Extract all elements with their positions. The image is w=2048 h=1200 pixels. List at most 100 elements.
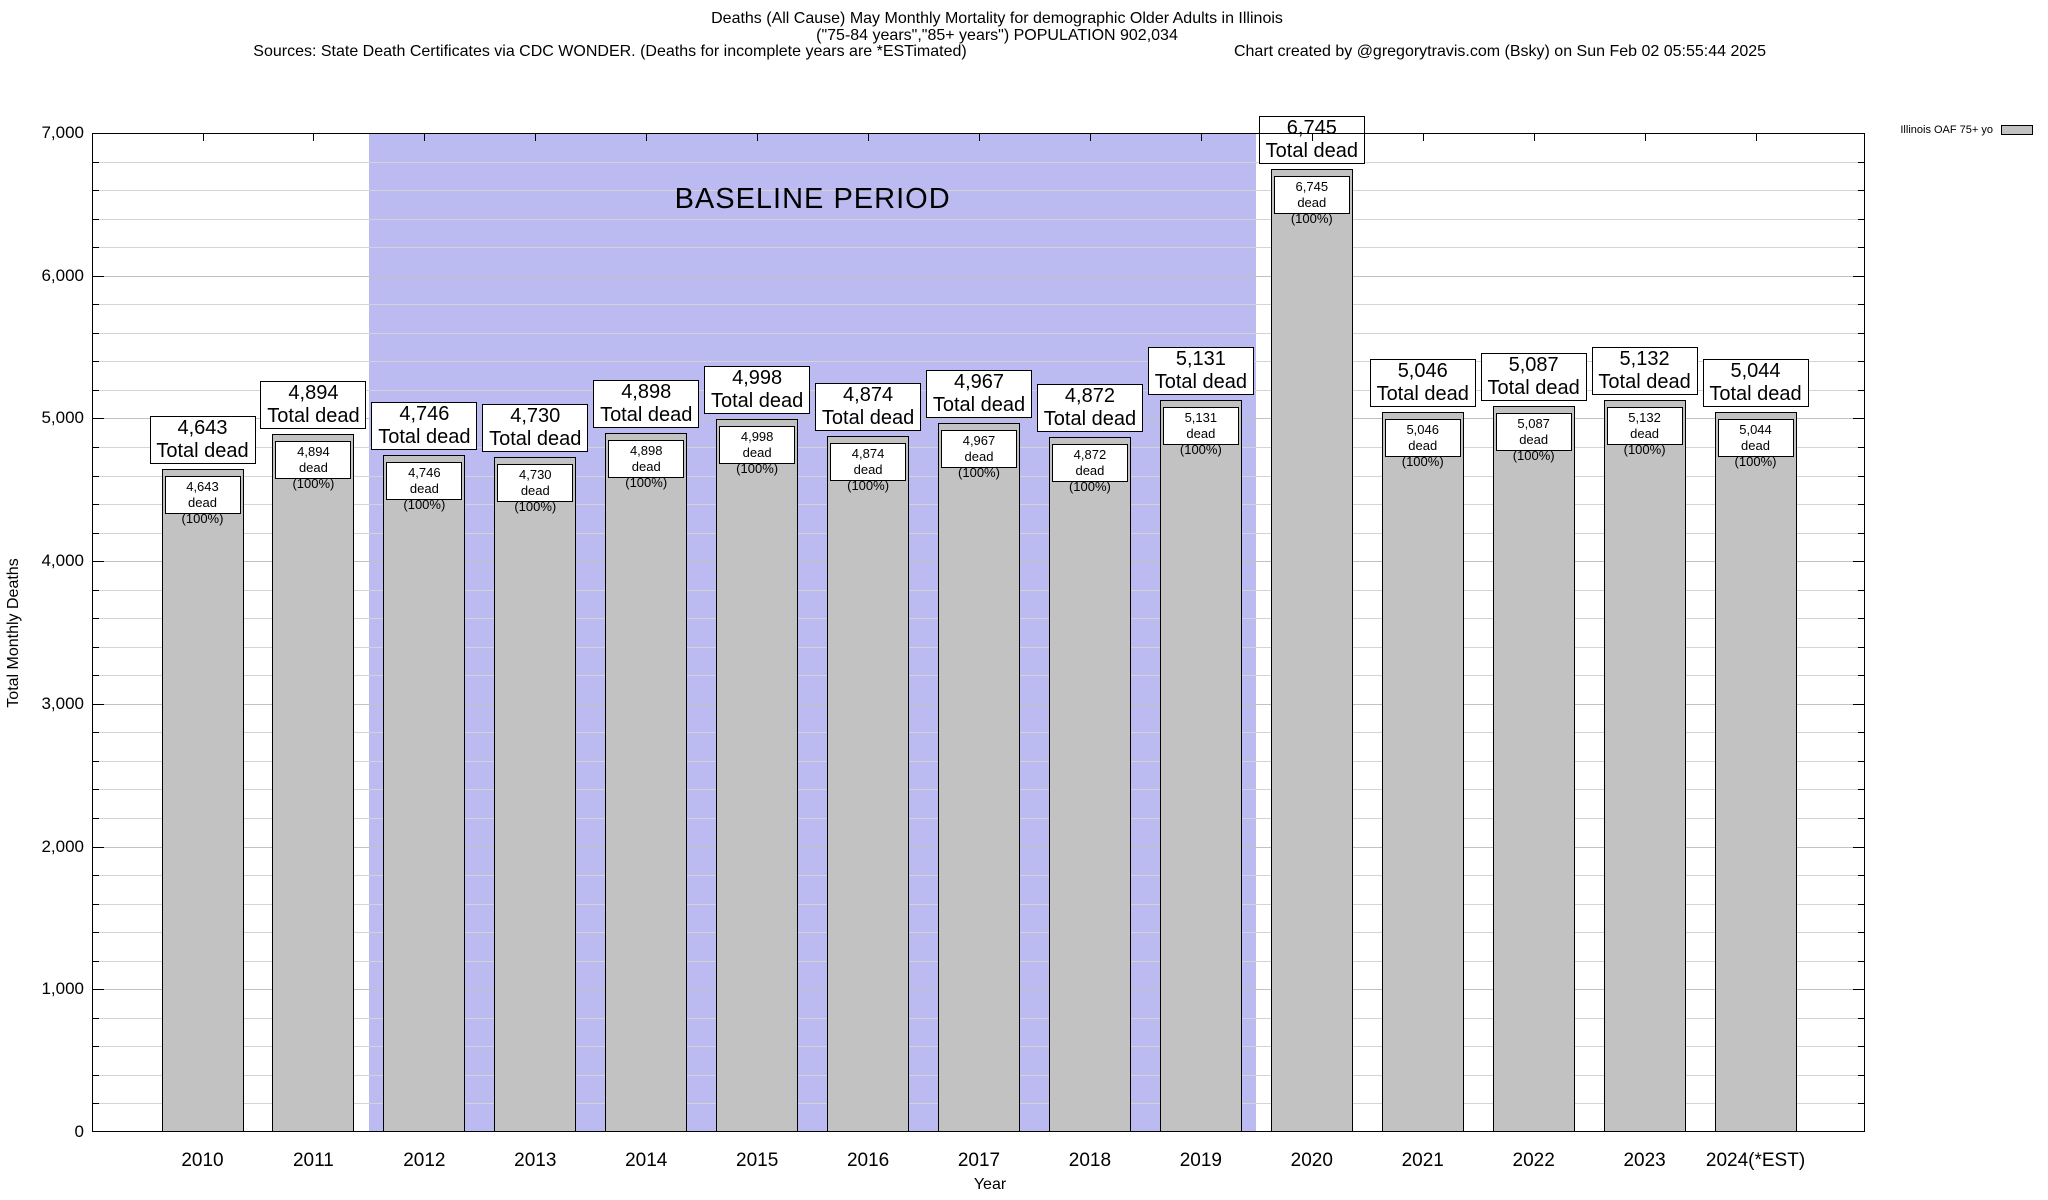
bar-inner-label: 4,998 dead (100%) (719, 425, 796, 476)
bar-total-label: 5,131 Total dead (1147, 346, 1254, 395)
x-tick-label: 2021 (1401, 1150, 1444, 1171)
x-tick-label: 2023 (1623, 1150, 1666, 1171)
y-minor-tick (92, 1017, 99, 1019)
y-minor-tick (1858, 161, 1865, 163)
bar-total-label: 4,998 Total dead (704, 365, 811, 414)
y-minor-tick (1858, 532, 1865, 534)
y-minor-tick (92, 675, 99, 677)
y-minor-tick (1858, 247, 1865, 249)
x-tick-label: 2016 (846, 1150, 890, 1171)
y-major-tick (1853, 989, 1865, 991)
y-minor-tick (92, 304, 99, 306)
y-minor-tick (1858, 1103, 1865, 1105)
x-tick-label: 2024(*EST) (1705, 1150, 1806, 1171)
y-minor-tick (1858, 618, 1865, 620)
bar-inner-label: 5,132 dead (100%) (1606, 406, 1683, 457)
bar-inner-label: 4,898 dead (100%) (608, 439, 685, 490)
bar-2013 (494, 456, 577, 1132)
y-minor-tick (1858, 504, 1865, 506)
bar-total-label: 4,643 Total dead (149, 416, 256, 465)
y-minor-tick (1858, 190, 1865, 192)
bar-2018 (1048, 436, 1131, 1132)
y-tick-label: 1,000 (41, 979, 84, 999)
bar-total-label: 4,898 Total dead (593, 379, 700, 428)
y-major-tick (1853, 846, 1865, 848)
y-minor-tick (1858, 646, 1865, 648)
x-tick-label: 2013 (514, 1150, 557, 1171)
bar-total-label: 4,874 Total dead (815, 383, 922, 432)
x-top-tick (1644, 133, 1646, 141)
y-minor-tick (92, 218, 99, 220)
bar-inner-label: 4,874 dead (100%) (830, 443, 907, 493)
bar-2016 (827, 436, 910, 1132)
baseline-period-label: BASELINE PERIOD (674, 183, 951, 215)
y-minor-tick (1858, 760, 1865, 762)
y-minor-tick (92, 789, 99, 791)
bar-inner-label: 4,967 dead (100%) (941, 430, 1017, 480)
bar-inner-label: 5,087 dead (100%) (1495, 413, 1572, 463)
y-minor-tick (92, 475, 99, 477)
y-minor-tick (1858, 389, 1865, 391)
y-major-tick (1853, 703, 1865, 705)
y-minor-tick (1858, 675, 1865, 677)
y-minor-tick (92, 389, 99, 391)
y-minor-tick (92, 646, 99, 648)
bar-inner-label: 5,131 dead (100%) (1162, 406, 1239, 457)
bar-inner-label: 4,746 dead (100%) (386, 461, 463, 512)
bar-2014 (605, 432, 688, 1132)
y-tick-label: 0 (74, 1122, 84, 1141)
y-tick-label: 6,000 (41, 265, 84, 285)
chart-sources: Sources: State Death Certificates via CD… (253, 43, 967, 60)
bar-2023 (1603, 399, 1686, 1132)
y-minor-tick (1858, 446, 1865, 448)
chart-subtitle: ("75-84 years","85+ years") POPULATION 9… (816, 27, 1178, 44)
y-major-tick (1853, 418, 1865, 420)
y-tick-label: 2,000 (41, 836, 84, 856)
x-tick-label: 2019 (1179, 1150, 1222, 1171)
x-top-tick (1755, 133, 1757, 141)
y-minor-tick (92, 332, 99, 334)
y-minor-tick (92, 504, 99, 506)
bar-inner-label: 5,044 dead (100%) (1717, 419, 1794, 469)
y-minor-tick (92, 903, 99, 905)
y-minor-tick (1858, 304, 1865, 306)
bar-inner-label: 4,894 dead (100%) (275, 440, 352, 491)
y-gridline-minor (92, 218, 1865, 220)
bar-total-label: 5,132 Total dead (1591, 346, 1698, 395)
y-gridline-minor (92, 304, 1865, 306)
bar-total-label: 4,967 Total dead (926, 370, 1032, 419)
y-tick-label: 4,000 (41, 551, 84, 571)
y-minor-tick (1858, 1017, 1865, 1019)
y-major-tick (92, 846, 104, 848)
y-gridline-minor (92, 190, 1865, 192)
y-gridline-minor (92, 161, 1865, 163)
bar-2019 (1159, 399, 1242, 1132)
y-minor-tick (92, 532, 99, 534)
legend: Illinois OAF 75+ yo (1900, 124, 2033, 136)
x-tick-label: 2017 (957, 1150, 1001, 1171)
y-major-tick (92, 275, 104, 277)
bar-total-label: 4,746 Total dead (371, 401, 478, 450)
x-top-tick (1089, 133, 1091, 141)
y-major-tick (92, 418, 104, 420)
y-minor-tick (1858, 589, 1865, 591)
y-minor-tick (1858, 818, 1865, 820)
y-minor-tick (1858, 1074, 1865, 1076)
y-minor-tick (1858, 789, 1865, 791)
x-top-tick (1533, 133, 1535, 141)
y-minor-tick (1858, 1046, 1865, 1048)
bar-total-label: 4,872 Total dead (1036, 383, 1143, 432)
y-gridline-minor (92, 361, 1865, 363)
y-tick-label: 5,000 (41, 408, 84, 428)
y-tick-label: 7,000 (41, 123, 84, 142)
y-major-tick (92, 703, 104, 705)
bar-total-label: 4,894 Total dead (260, 380, 367, 429)
y-minor-tick (92, 190, 99, 192)
bar-2015 (716, 418, 799, 1132)
y-minor-tick (92, 361, 99, 363)
y-minor-tick (1858, 932, 1865, 934)
bar-2022 (1492, 406, 1575, 1132)
bar-inner-label: 5,046 dead (100%) (1384, 418, 1461, 469)
bar-total-label: 5,044 Total dead (1702, 359, 1809, 408)
